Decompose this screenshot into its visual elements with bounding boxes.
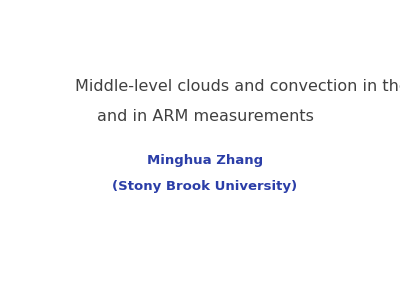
Text: and in ARM measurements: and in ARM measurements [96,109,314,124]
Text: Middle-level clouds and convection in the CAM: Middle-level clouds and convection in th… [75,79,400,94]
Text: (Stony Brook University): (Stony Brook University) [112,180,298,193]
Text: Minghua Zhang: Minghua Zhang [147,154,263,167]
